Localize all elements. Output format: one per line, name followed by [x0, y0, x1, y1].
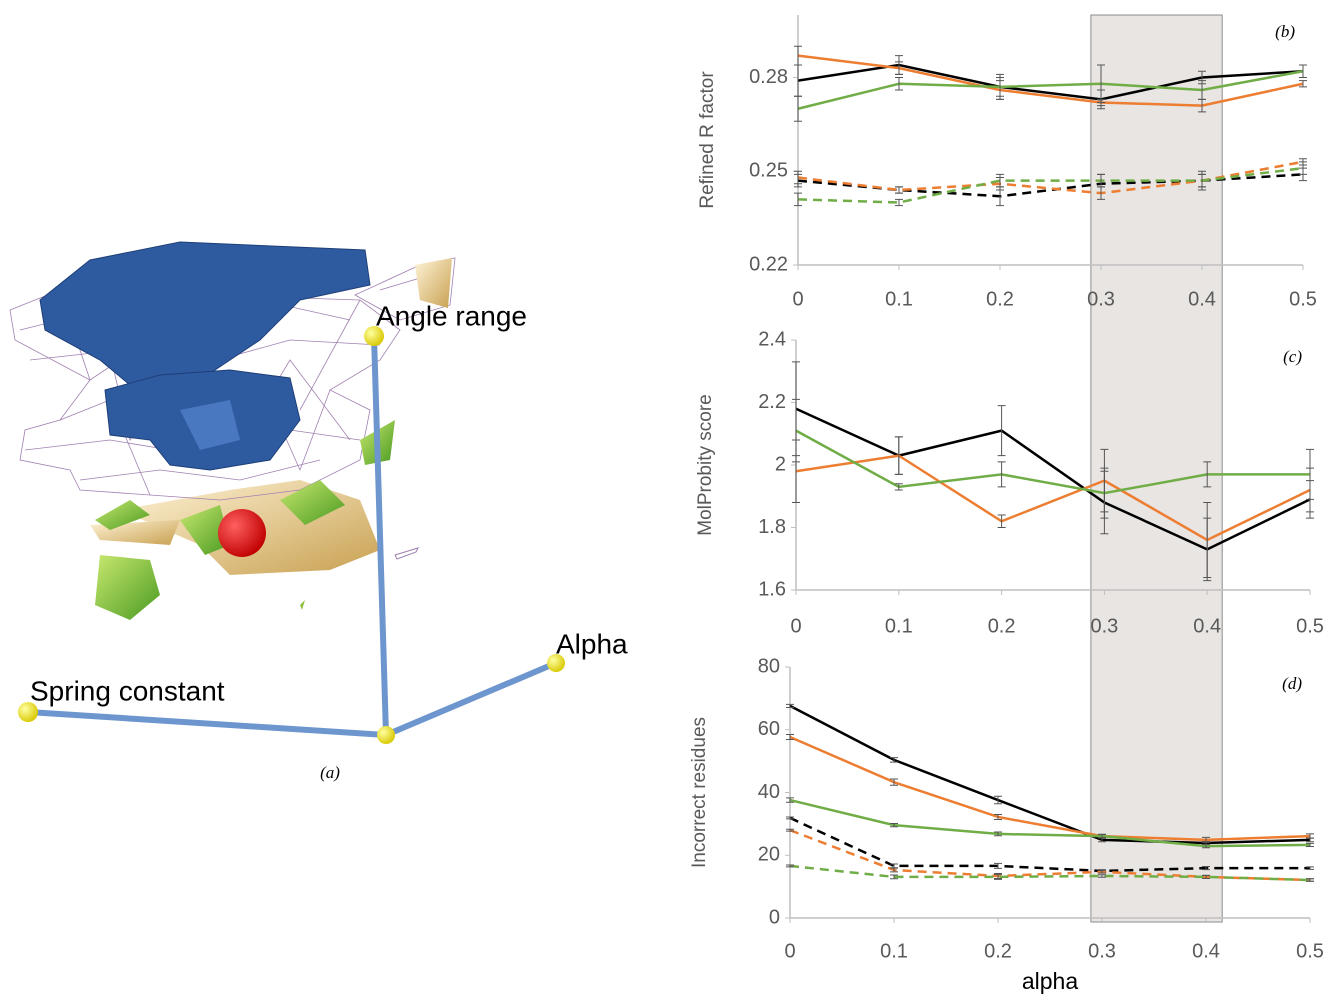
atom — [218, 509, 266, 557]
x-tick-label: 0.3 — [1090, 615, 1118, 637]
y-tick-label: 20 — [758, 844, 780, 866]
x-tick-label: 0.5 — [1296, 615, 1324, 637]
x-tick-label: 0.5 — [1296, 940, 1324, 962]
x-tick-label: 0.1 — [885, 615, 913, 637]
series-line — [798, 174, 1303, 196]
panel-label: (c) — [1283, 347, 1302, 366]
series-line — [790, 706, 1310, 843]
density-green — [300, 600, 305, 610]
panel-label: (b) — [1275, 22, 1295, 41]
error-bar — [786, 704, 794, 707]
series-line — [798, 56, 1303, 106]
y-tick-label: 40 — [758, 781, 780, 803]
y-tick-label: 0.25 — [749, 160, 788, 182]
y-tick-label: 2 — [775, 453, 786, 475]
y-tick-label: 1.6 — [758, 578, 786, 600]
axis-node — [377, 726, 395, 744]
series-line — [798, 65, 1303, 99]
series-line — [790, 737, 1310, 840]
x-tick-label: 0.4 — [1188, 288, 1216, 310]
y-tick-label: 2.2 — [758, 391, 786, 413]
y-axis-label: Incorrect residues — [689, 717, 710, 868]
y-tick-label: 0.22 — [749, 253, 788, 275]
x-tick-label: 0.1 — [885, 288, 913, 310]
series-line — [790, 830, 1310, 880]
y-tick-label: 60 — [758, 718, 780, 740]
y-tick-label: 1.8 — [758, 516, 786, 538]
y-tick-label: 0 — [769, 906, 780, 928]
x-tick-label: 0.4 — [1193, 615, 1221, 637]
y-tick-label: 2.4 — [758, 328, 786, 350]
structure-render: Angle range Alpha Spring constant (a) — [10, 242, 628, 782]
x-tick-label: 0.2 — [988, 615, 1016, 637]
series-line — [798, 168, 1303, 202]
x-tick-label: 0 — [790, 615, 801, 637]
x-tick-label: 0 — [784, 940, 795, 962]
series-line — [796, 431, 1310, 494]
series-line — [796, 456, 1310, 540]
x-tick-label: 0.3 — [1087, 288, 1115, 310]
y-axis-label: MolProbity score — [695, 394, 716, 536]
panel-label: (d) — [1282, 674, 1302, 693]
x-tick-label: 0.2 — [984, 940, 1012, 962]
density-green — [95, 555, 160, 620]
x-tick-label: 0.5 — [1289, 288, 1317, 310]
axis-label: Spring constant — [30, 675, 225, 706]
axis-label: Alpha — [556, 628, 628, 659]
y-tick-label: 80 — [758, 655, 780, 677]
y-tick-label: 0.28 — [749, 66, 788, 88]
panel-label: (a) — [320, 763, 340, 782]
mesh — [395, 548, 418, 559]
x-tick-label: 0 — [792, 288, 803, 310]
x-tick-label: 0.2 — [986, 288, 1014, 310]
x-tick-label: 0.4 — [1192, 940, 1220, 962]
highlight-band — [1091, 15, 1222, 922]
x-tick-label: 0.3 — [1088, 940, 1116, 962]
axis-label: Angle range — [376, 300, 527, 331]
y-axis-label: Refined R factor — [697, 71, 718, 209]
x-tick-label: 0.1 — [880, 940, 908, 962]
figure: Angle range Alpha Spring constant (a) 0.… — [0, 0, 1332, 995]
x-axis-label: alpha — [1022, 968, 1078, 994]
